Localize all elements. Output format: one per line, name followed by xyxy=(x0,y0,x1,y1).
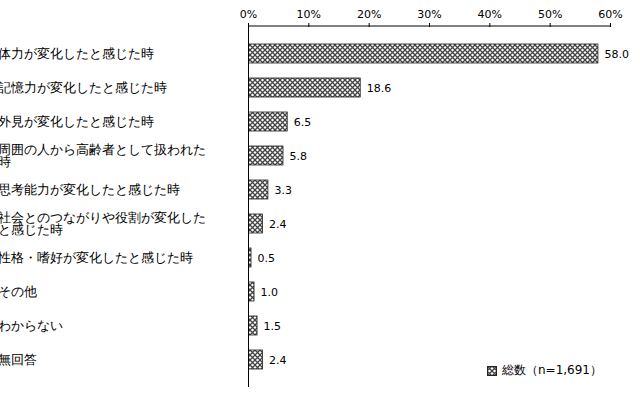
svg-text:5.8: 5.8 xyxy=(289,150,307,163)
svg-text:60%: 60% xyxy=(598,8,622,21)
svg-text:わからない: わからない xyxy=(0,318,63,333)
svg-text:思考能力が変化したと感じた時: 思考能力が変化したと感じた時 xyxy=(0,182,180,197)
svg-text:社会とのつながりや役割が変化したと感じた時: 社会とのつながりや役割が変化したと感じた時 xyxy=(0,210,206,238)
svg-text:20%: 20% xyxy=(357,8,381,21)
svg-text:10%: 10% xyxy=(297,8,321,21)
svg-text:2.4: 2.4 xyxy=(269,218,287,231)
svg-text:40%: 40% xyxy=(478,8,502,21)
svg-text:18.6: 18.6 xyxy=(367,82,392,95)
svg-text:1.0: 1.0 xyxy=(261,286,279,299)
svg-text:58.0: 58.0 xyxy=(604,48,629,61)
svg-text:6.5: 6.5 xyxy=(294,116,312,129)
svg-text:記憶力が変化したと感じた時: 記憶力が変化したと感じた時 xyxy=(0,80,167,95)
svg-text:性格・嗜好が変化したと感じた時: 性格・嗜好が変化したと感じた時 xyxy=(0,250,193,265)
svg-text:周囲の人から高齢者として扱われた時: 周囲の人から高齢者として扱われた時 xyxy=(0,142,206,170)
html-text:総数（n=1,691）: 総数（n=1,691） xyxy=(502,363,602,377)
svg-text:無回答: 無回答 xyxy=(0,352,37,367)
svg-text:0%: 0% xyxy=(240,8,257,21)
svg-text:3.3: 3.3 xyxy=(274,184,292,197)
svg-text:外見が変化したと感じた時: 外見が変化したと感じた時 xyxy=(0,114,154,129)
svg-text:2.4: 2.4 xyxy=(269,354,287,367)
svg-text:50%: 50% xyxy=(538,8,562,21)
svg-text:1.5: 1.5 xyxy=(264,320,282,333)
svg-text:体力が変化したと感じた時: 体力が変化したと感じた時 xyxy=(0,46,154,61)
svg-text:その他: その他 xyxy=(0,284,37,299)
svg-text:0.5: 0.5 xyxy=(258,252,276,265)
svg-text:30%: 30% xyxy=(417,8,441,21)
